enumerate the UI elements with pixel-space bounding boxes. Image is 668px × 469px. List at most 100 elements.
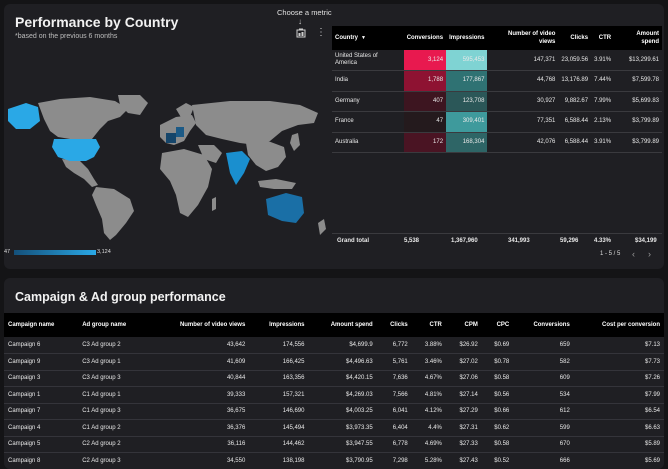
col-cpc[interactable]: CPC bbox=[481, 313, 514, 337]
campaign-row[interactable]: Campaign 9 C3 Ad group 1 41,609 166,425 $4,4… bbox=[4, 353, 664, 371]
ctr-cell: 7.99% bbox=[591, 91, 615, 112]
world-map[interactable] bbox=[0, 95, 330, 240]
video-views-cell: 30,927 bbox=[487, 91, 559, 112]
cpc-cell: $0.78 bbox=[481, 353, 514, 371]
country-row[interactable]: United States of America 3,124 595,453 147,… bbox=[332, 50, 662, 71]
ad-group-cell: C3 Ad group 1 bbox=[78, 353, 150, 371]
col-conversions[interactable]: Conversions bbox=[403, 26, 447, 50]
conversions-cell: 1,788 bbox=[403, 70, 447, 92]
grand-total-impressions: 1,367,960 bbox=[451, 238, 478, 244]
clicks-cell: 6,772 bbox=[376, 337, 412, 354]
impressions-cell: 146,690 bbox=[249, 403, 309, 420]
ad-group-cell: C1 Ad group 3 bbox=[78, 403, 150, 420]
ctr-cell: 4.67% bbox=[411, 370, 446, 387]
campaign-row[interactable]: Campaign 5 C2 Ad group 2 36,116 144,462 $3,9… bbox=[4, 436, 664, 453]
col-clicks[interactable]: Clicks bbox=[376, 313, 412, 337]
amount-spend-cell: $4,699.9 bbox=[308, 337, 377, 354]
country-row[interactable]: Germany 407 123,708 30,927 9,882.67 7.99% $5,6… bbox=[332, 91, 662, 112]
col-amount-spend[interactable]: Amount spend bbox=[308, 313, 377, 337]
col-ctr[interactable]: CTR bbox=[411, 313, 446, 337]
impressions-cell: 163,356 bbox=[249, 370, 309, 387]
chevron-left-icon[interactable]: ‹ bbox=[632, 249, 635, 259]
impressions-cell: 123,708 bbox=[446, 91, 488, 112]
clicks-cell: 6,404 bbox=[376, 419, 412, 437]
metric-selector-icon[interactable] bbox=[296, 28, 306, 38]
cost-per-conversion-cell: $5.69 bbox=[573, 452, 664, 469]
grand-total-label: Grand total bbox=[337, 238, 370, 244]
clicks-cell: 13,176.89 bbox=[558, 70, 592, 92]
campaign-row[interactable]: Campaign 8 C2 Ad group 3 34,550 138,198 $3,7… bbox=[4, 452, 664, 469]
col-conversions[interactable]: Conversions bbox=[513, 313, 574, 337]
col-clicks[interactable]: Clicks bbox=[558, 26, 592, 50]
cpm-cell: $27.33 bbox=[445, 436, 482, 453]
ad-group-cell: C3 Ad group 3 bbox=[78, 370, 150, 387]
country-table: Country ▼ Conversions Impressions Number … bbox=[332, 26, 662, 153]
clicks-cell: 7,566 bbox=[376, 386, 412, 404]
choose-metric-label: Choose a metric bbox=[277, 8, 332, 17]
campaign-row[interactable]: Campaign 3 C3 Ad group 3 40,844 163,356 $4,4… bbox=[4, 370, 664, 387]
col-cpm[interactable]: CPM bbox=[445, 313, 482, 337]
cpm-cell: $27.06 bbox=[445, 370, 482, 387]
col-video-views[interactable]: Number of video views bbox=[149, 313, 250, 337]
clicks-cell: 6,588.44 bbox=[558, 132, 592, 153]
clicks-cell: 6,588.44 bbox=[558, 111, 592, 133]
amount-spend-cell: $3,947.55 bbox=[308, 436, 377, 453]
chevron-right-icon[interactable]: › bbox=[648, 249, 651, 259]
ctr-cell: 3.46% bbox=[411, 353, 446, 371]
amount-spend-cell: $4,269.03 bbox=[308, 386, 377, 404]
map-france bbox=[166, 133, 176, 143]
cpm-cell: $27.31 bbox=[445, 419, 482, 437]
legend-min-label: 47 bbox=[4, 249, 11, 255]
col-ctr[interactable]: CTR bbox=[591, 26, 615, 50]
cost-per-conversion-cell: $7.73 bbox=[573, 353, 664, 371]
cost-per-conversion-cell: $7.99 bbox=[573, 386, 664, 404]
sort-caret-icon[interactable]: ▼ bbox=[361, 35, 366, 41]
cost-per-conversion-cell: $7.13 bbox=[573, 337, 664, 354]
country-row[interactable]: India 1,788 177,867 44,768 13,176.89 7.44% $7,… bbox=[332, 70, 662, 92]
col-campaign-name[interactable]: Campaign name bbox=[4, 313, 79, 337]
campaign-row[interactable]: Campaign 4 C1 Ad group 2 36,376 145,494 $3,9… bbox=[4, 419, 664, 437]
country-row[interactable]: France 47 309,401 77,351 6,588.44 2.13% $3,799… bbox=[332, 111, 662, 133]
col-video-views[interactable]: Number of video views bbox=[487, 26, 559, 50]
clicks-cell: 6,041 bbox=[376, 403, 412, 420]
video-views-cell: 43,642 bbox=[149, 337, 250, 354]
country-row[interactable]: Australia 172 168,304 42,076 6,588.44 3.91% $3… bbox=[332, 132, 662, 153]
amount-cell: $5,699.83 bbox=[614, 91, 662, 112]
more-vert-icon[interactable]: ⋮ bbox=[316, 27, 326, 38]
clicks-cell: 9,882.67 bbox=[558, 91, 592, 112]
conversions-cell: 534 bbox=[513, 386, 574, 404]
ctr-cell: 3.91% bbox=[591, 132, 615, 153]
ctr-cell: 7.44% bbox=[591, 70, 615, 92]
amount-cell: $7,599.78 bbox=[614, 70, 662, 92]
clicks-cell: 7,636 bbox=[376, 370, 412, 387]
ad-group-cell: C1 Ad group 2 bbox=[78, 419, 150, 437]
campaign-row[interactable]: Campaign 1 C1 Ad group 1 39,333 157,321 $4,2… bbox=[4, 386, 664, 404]
amount-spend-cell: $4,496.63 bbox=[308, 353, 377, 371]
impressions-cell: 145,494 bbox=[249, 419, 309, 437]
col-impressions[interactable]: Impressions bbox=[249, 313, 309, 337]
video-views-cell: 40,844 bbox=[149, 370, 250, 387]
col-cost-per-conversion[interactable]: Cost per conversion bbox=[573, 313, 664, 337]
legend-max-label: 3,124 bbox=[97, 249, 111, 255]
map-india bbox=[226, 151, 250, 185]
col-impressions[interactable]: Impressions bbox=[446, 26, 488, 50]
campaign-table: Campaign name Ad group name Number of vide… bbox=[4, 313, 664, 469]
campaign-row[interactable]: Campaign 6 C3 Ad group 2 43,642 174,556 $4,6… bbox=[4, 337, 664, 354]
ad-group-cell: C2 Ad group 3 bbox=[78, 452, 150, 469]
clicks-cell: 7,298 bbox=[376, 452, 412, 469]
col-country[interactable]: Country ▼ bbox=[332, 26, 404, 50]
map-germany bbox=[176, 127, 184, 137]
campaign-name-cell: Campaign 3 bbox=[4, 370, 79, 387]
col-ad-group-name[interactable]: Ad group name bbox=[78, 313, 150, 337]
amount-cell: $13,299.61 bbox=[614, 50, 662, 71]
conversions-cell: 407 bbox=[403, 91, 447, 112]
video-views-cell: 36,675 bbox=[149, 403, 250, 420]
col-amount-spend[interactable]: Amount spend bbox=[614, 26, 662, 50]
cpc-cell: $0.56 bbox=[481, 386, 514, 404]
ctr-cell: 2.13% bbox=[591, 111, 615, 133]
country-cell: Australia bbox=[332, 132, 404, 153]
conversions-cell: 666 bbox=[513, 452, 574, 469]
campaign-name-cell: Campaign 6 bbox=[4, 337, 79, 354]
ctr-cell: 4.69% bbox=[411, 436, 446, 453]
campaign-row[interactable]: Campaign 7 C1 Ad group 3 36,675 146,690 $4,0… bbox=[4, 403, 664, 420]
